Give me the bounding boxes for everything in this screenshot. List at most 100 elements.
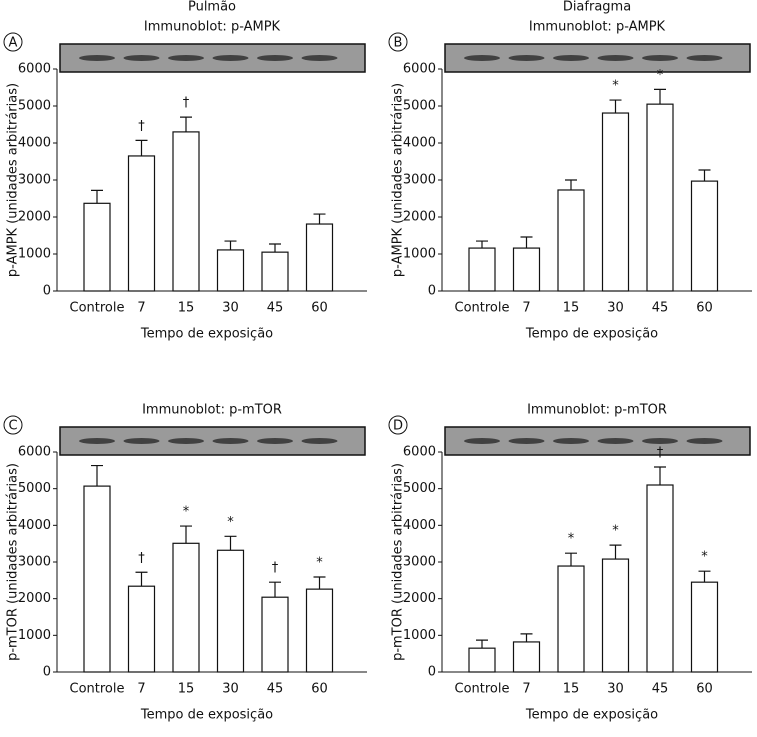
x-axis-label: Tempo de exposição — [525, 708, 658, 723]
y-tick-label: 1000 — [18, 628, 51, 643]
blot-band — [123, 55, 160, 61]
x-tick-label: 45 — [267, 301, 284, 316]
error-bar — [224, 535, 237, 551]
y-axis-label: p-mTOR (unidades arbitrárias) — [391, 463, 406, 661]
error-bar — [91, 464, 103, 487]
y-tick-label: 0 — [428, 665, 436, 680]
bar — [127, 585, 156, 673]
x-tick-label: 45 — [267, 682, 284, 697]
y-axis-label: p-AMPK (unidades arbitrárias) — [6, 83, 21, 277]
significance-mark: * — [701, 550, 708, 565]
x-tick-label: 7 — [522, 682, 530, 697]
error-bar — [91, 189, 103, 204]
blot-band — [553, 55, 589, 61]
x-tick-label: 30 — [222, 301, 239, 316]
error-bar — [565, 179, 577, 190]
significance-mark: * — [227, 515, 234, 530]
significance-mark: * — [657, 68, 664, 83]
panel-letter: D — [393, 419, 403, 434]
error-bar — [698, 169, 711, 182]
x-tick-label: 15 — [178, 682, 195, 697]
blot-band — [79, 438, 115, 444]
x-tick-label: 7 — [137, 682, 145, 697]
y-tick-label: 0 — [43, 665, 51, 680]
bar — [305, 223, 334, 292]
x-tick-label: Controle — [455, 682, 510, 697]
significance-mark: † — [138, 119, 145, 134]
y-axis-label: p-mTOR (unidades arbitrárias) — [6, 463, 21, 661]
panel-badge — [3, 415, 23, 435]
x-tick-label: 45 — [652, 682, 669, 697]
significance-mark: * — [568, 532, 575, 547]
error-bar — [269, 581, 281, 598]
bar — [305, 588, 334, 673]
blot-band — [642, 438, 678, 444]
significance-mark: * — [612, 79, 619, 94]
panel-subtitle: Immunoblot: p-mTOR — [142, 403, 282, 418]
panel-subtitle: Immunoblot: p-AMPK — [529, 20, 666, 35]
bar — [690, 581, 719, 673]
bar — [261, 251, 289, 292]
x-tick-label: 60 — [696, 301, 713, 316]
x-tick-label: Controle — [455, 301, 510, 316]
significance-mark: † — [272, 561, 279, 576]
y-tick-label: 3000 — [403, 173, 436, 188]
bar — [646, 484, 674, 673]
x-tick-label: 30 — [222, 682, 239, 697]
blot-band — [257, 55, 293, 61]
x-tick-label: 45 — [652, 301, 669, 316]
y-tick-label: 2000 — [403, 591, 436, 606]
y-tick-label: 0 — [428, 284, 436, 299]
panel-badge — [388, 32, 408, 52]
error-bar — [520, 236, 533, 249]
error-bar — [476, 639, 488, 649]
blot-band — [597, 55, 634, 61]
y-tick-label: 6000 — [403, 445, 436, 460]
bar — [172, 542, 200, 673]
error-bar — [609, 99, 622, 114]
error-bar — [565, 552, 577, 567]
blot-band — [301, 438, 338, 444]
bar — [83, 485, 111, 673]
y-tick-label: 2000 — [403, 210, 436, 225]
blot-band — [597, 438, 634, 444]
y-axis-label: p-AMPK (unidades arbitrárias) — [391, 83, 406, 277]
panel-badge — [3, 32, 23, 52]
bar — [468, 247, 496, 292]
blot-band — [301, 55, 338, 61]
error-bar — [180, 525, 192, 544]
panel-subtitle: Immunoblot: p-mTOR — [527, 403, 667, 418]
significance-mark: * — [316, 556, 323, 571]
blot-band — [168, 55, 204, 61]
bar — [172, 131, 200, 292]
bar — [83, 202, 111, 292]
panel-letter: C — [8, 419, 17, 434]
significance-mark: † — [657, 446, 664, 461]
y-tick-label: 1000 — [403, 247, 436, 262]
bar — [690, 180, 719, 292]
error-bar — [698, 570, 711, 583]
bar — [468, 647, 496, 673]
blot-band — [686, 438, 723, 444]
panel-title: Diafragma — [563, 0, 631, 15]
bar — [601, 558, 630, 673]
bar — [601, 112, 630, 292]
error-bar — [135, 571, 148, 587]
blot-band — [464, 55, 500, 61]
x-tick-label: 15 — [563, 301, 580, 316]
bar — [557, 189, 585, 292]
bar — [646, 103, 674, 292]
blot-band — [464, 438, 500, 444]
y-tick-label: 1000 — [18, 247, 51, 262]
y-tick-label: 0 — [43, 284, 51, 299]
error-bar — [313, 576, 326, 590]
y-tick-label: 3000 — [403, 555, 436, 570]
y-tick-label: 6000 — [18, 62, 51, 77]
error-bar — [609, 544, 622, 560]
blot-band — [508, 55, 545, 61]
y-tick-label: 3000 — [18, 555, 51, 570]
significance-mark: * — [183, 505, 190, 520]
significance-mark: † — [183, 96, 190, 111]
y-tick-label: 4000 — [18, 136, 51, 151]
error-bar — [180, 116, 192, 132]
